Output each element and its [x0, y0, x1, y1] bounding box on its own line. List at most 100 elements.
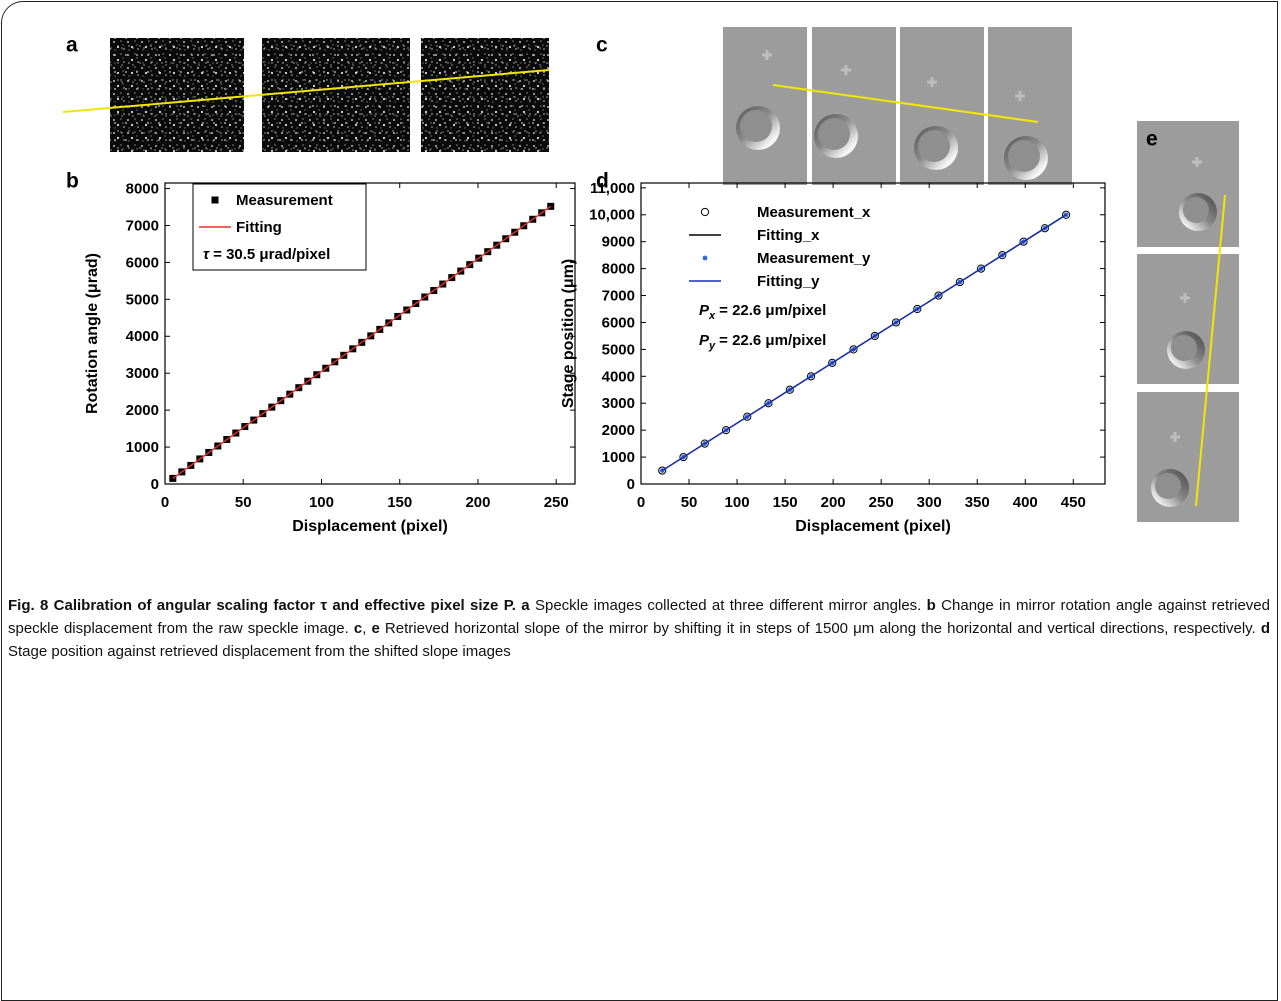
data-point: [785, 385, 794, 394]
legend-label: Measurement_y: [757, 250, 871, 267]
annotation-text: = 30.5 μrad/pixel: [213, 246, 330, 263]
caption-text: Retrieved horizontal slope of the mirror…: [379, 620, 1261, 637]
speckle-images: [62, 38, 550, 152]
x-axis-title: Displacement (pixel): [292, 518, 448, 535]
y-tick-label: 6000: [602, 314, 635, 331]
data-point: [1040, 224, 1049, 233]
data-point: [743, 412, 752, 421]
annotation: Py = 22.6 μm/pixel: [699, 332, 826, 352]
x-tick-label: 0: [161, 494, 169, 511]
x-tick-label: 400: [1013, 494, 1038, 511]
y-tick-label: 1000: [602, 449, 635, 466]
x-tick-label: 350: [965, 494, 990, 511]
data-point: [721, 426, 731, 435]
caption-label: c: [353, 620, 363, 637]
y-tick-label: 3000: [602, 395, 635, 412]
annotation-text: = 22.6 μm/pixel: [719, 332, 826, 349]
y-tick-label: 11,000: [590, 180, 635, 197]
data-point: [1019, 237, 1028, 246]
panel-label: a: [66, 34, 78, 57]
x-tick-label: 200: [821, 494, 846, 511]
legend-swatch: [702, 255, 708, 261]
caption-title: Fig. 8 Calibration of angular scaling fa…: [8, 597, 516, 614]
plot-frame: [640, 182, 1106, 485]
y-tick-label: 6000: [126, 254, 159, 271]
y-tick-label: 0: [627, 476, 635, 493]
figure: a b c d e 010002000300040005000600070008…: [62, 27, 1239, 535]
x-tick-label: 150: [387, 494, 412, 511]
y-tick-label: 9000: [602, 234, 635, 251]
data-point: [913, 304, 922, 314]
legend-swatch: [211, 196, 219, 204]
y-tick-label: 5000: [126, 291, 159, 308]
legend-label: Measurement: [236, 192, 333, 209]
legend-label: Fitting: [236, 219, 282, 236]
annotation: τ = 30.5 μrad/pixel: [203, 246, 330, 263]
data-point: [891, 318, 901, 327]
caption-label: b: [926, 597, 936, 614]
annotation-symbol: τ: [203, 246, 210, 263]
data-point: [764, 399, 773, 408]
x-tick-label: 150: [773, 494, 798, 511]
data-point: [998, 251, 1007, 260]
x-tick-label: 100: [309, 494, 334, 511]
y-tick-label: 2000: [126, 402, 159, 419]
y-tick-label: 7000: [126, 217, 159, 234]
x-axis-title: Displacement (pixel): [795, 518, 951, 535]
caption-label: d: [1260, 620, 1270, 637]
panel-label: e: [1146, 128, 1158, 151]
x-tick-label: 300: [917, 494, 942, 511]
panel-label: d: [596, 170, 609, 193]
annotation: Px = 22.6 μm/pixel: [699, 302, 826, 322]
y-tick-label: 5000: [602, 341, 635, 358]
annotation-subscript: y: [708, 340, 716, 352]
data-point: [658, 466, 667, 475]
data-point: [806, 372, 816, 381]
panel-label: c: [596, 34, 608, 57]
data-point: [828, 358, 837, 367]
data-point: [679, 452, 688, 462]
legend-label: Fitting_x: [757, 227, 820, 244]
slope-images-horizontal: [723, 27, 1072, 185]
y-tick-label: 4000: [126, 328, 159, 345]
data-point: [1061, 210, 1071, 219]
caption-items: a Speckle images collected at three diff…: [8, 597, 1270, 660]
legend-label: Fitting_y: [757, 273, 820, 290]
annotation-symbol: P: [699, 302, 710, 319]
caption-text: ,: [362, 620, 372, 637]
caption-text: Speckle images collected at three differ…: [529, 597, 927, 614]
caption-text: Stage position against retrieved displac…: [8, 643, 511, 660]
x-tick-label: 50: [681, 494, 698, 511]
y-tick-label: 2000: [602, 422, 635, 439]
plot-frame: [164, 182, 576, 485]
caption-label: a: [521, 597, 530, 614]
x-tick-label: 250: [869, 494, 894, 511]
data-point: [955, 277, 964, 287]
x-tick-label: 450: [1061, 494, 1086, 511]
caption-text: Change in mirror rotation angle against …: [8, 597, 1270, 637]
y-tick-label: 7000: [602, 288, 635, 305]
x-tick-label: 50: [235, 494, 252, 511]
y-tick-label: 3000: [126, 365, 159, 382]
legend-swatch: [700, 207, 710, 217]
slope-images-vertical: [1137, 121, 1239, 522]
data-point: [934, 291, 943, 300]
y-tick-label: 8000: [126, 181, 159, 198]
annotation-text: = 22.6 μm/pixel: [719, 302, 826, 319]
panel-label: b: [66, 170, 79, 193]
y-tick-label: 1000: [126, 439, 159, 456]
fit-line: [172, 205, 552, 479]
caption: Fig. 8 Calibration of angular scaling fa…: [8, 594, 1270, 663]
legend-label: Measurement_x: [757, 204, 871, 221]
data-point: [976, 264, 986, 273]
annotation-symbol: P: [699, 332, 710, 349]
y-axis-title: Stage position (μm): [560, 259, 577, 408]
annotation-subscript: x: [708, 310, 716, 322]
x-tick-label: 0: [637, 494, 645, 511]
x-tick-label: 100: [725, 494, 750, 511]
data-point: [870, 331, 879, 341]
y-axis-title: Rotation angle (μrad): [84, 253, 101, 414]
x-tick-label: 250: [544, 494, 569, 511]
fit-line: [661, 214, 1067, 472]
